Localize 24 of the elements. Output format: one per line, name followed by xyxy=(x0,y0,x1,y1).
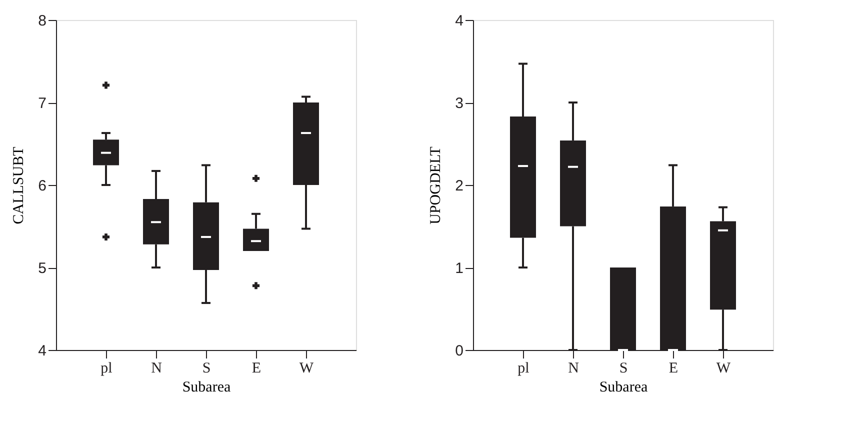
x-tick-label: pl xyxy=(518,360,530,376)
y-axis-title: UPOGDELT xyxy=(428,146,444,224)
x-tick-label: pl xyxy=(100,360,112,376)
y-tick-label: 8 xyxy=(38,12,46,30)
x-tick-label: W xyxy=(716,360,732,376)
x-axis-title: Subarea xyxy=(599,380,648,396)
y-tick-label: 1 xyxy=(455,260,464,277)
x-tick-label: E xyxy=(252,360,262,376)
y-tick-label: 3 xyxy=(455,95,464,112)
x-tick-label: N xyxy=(151,360,162,376)
y-tick-label: 6 xyxy=(38,178,46,194)
x-tick-label: E xyxy=(668,360,678,376)
x-tick-label: S xyxy=(202,360,211,376)
x-axis-title: Subarea xyxy=(182,380,231,396)
x-tick-label: N xyxy=(568,360,580,376)
y-tick-label: 5 xyxy=(38,260,46,277)
y-tick-label: 4 xyxy=(38,342,46,360)
y-tick-label: 2 xyxy=(455,178,464,194)
y-axis-title: CALLSUBT xyxy=(11,146,28,224)
x-tick-label: S xyxy=(619,360,628,376)
x-tick-label: W xyxy=(299,360,314,376)
y-tick-label: 7 xyxy=(38,95,46,112)
y-tick-label: 4 xyxy=(455,12,464,30)
y-tick-label: 0 xyxy=(455,342,464,360)
